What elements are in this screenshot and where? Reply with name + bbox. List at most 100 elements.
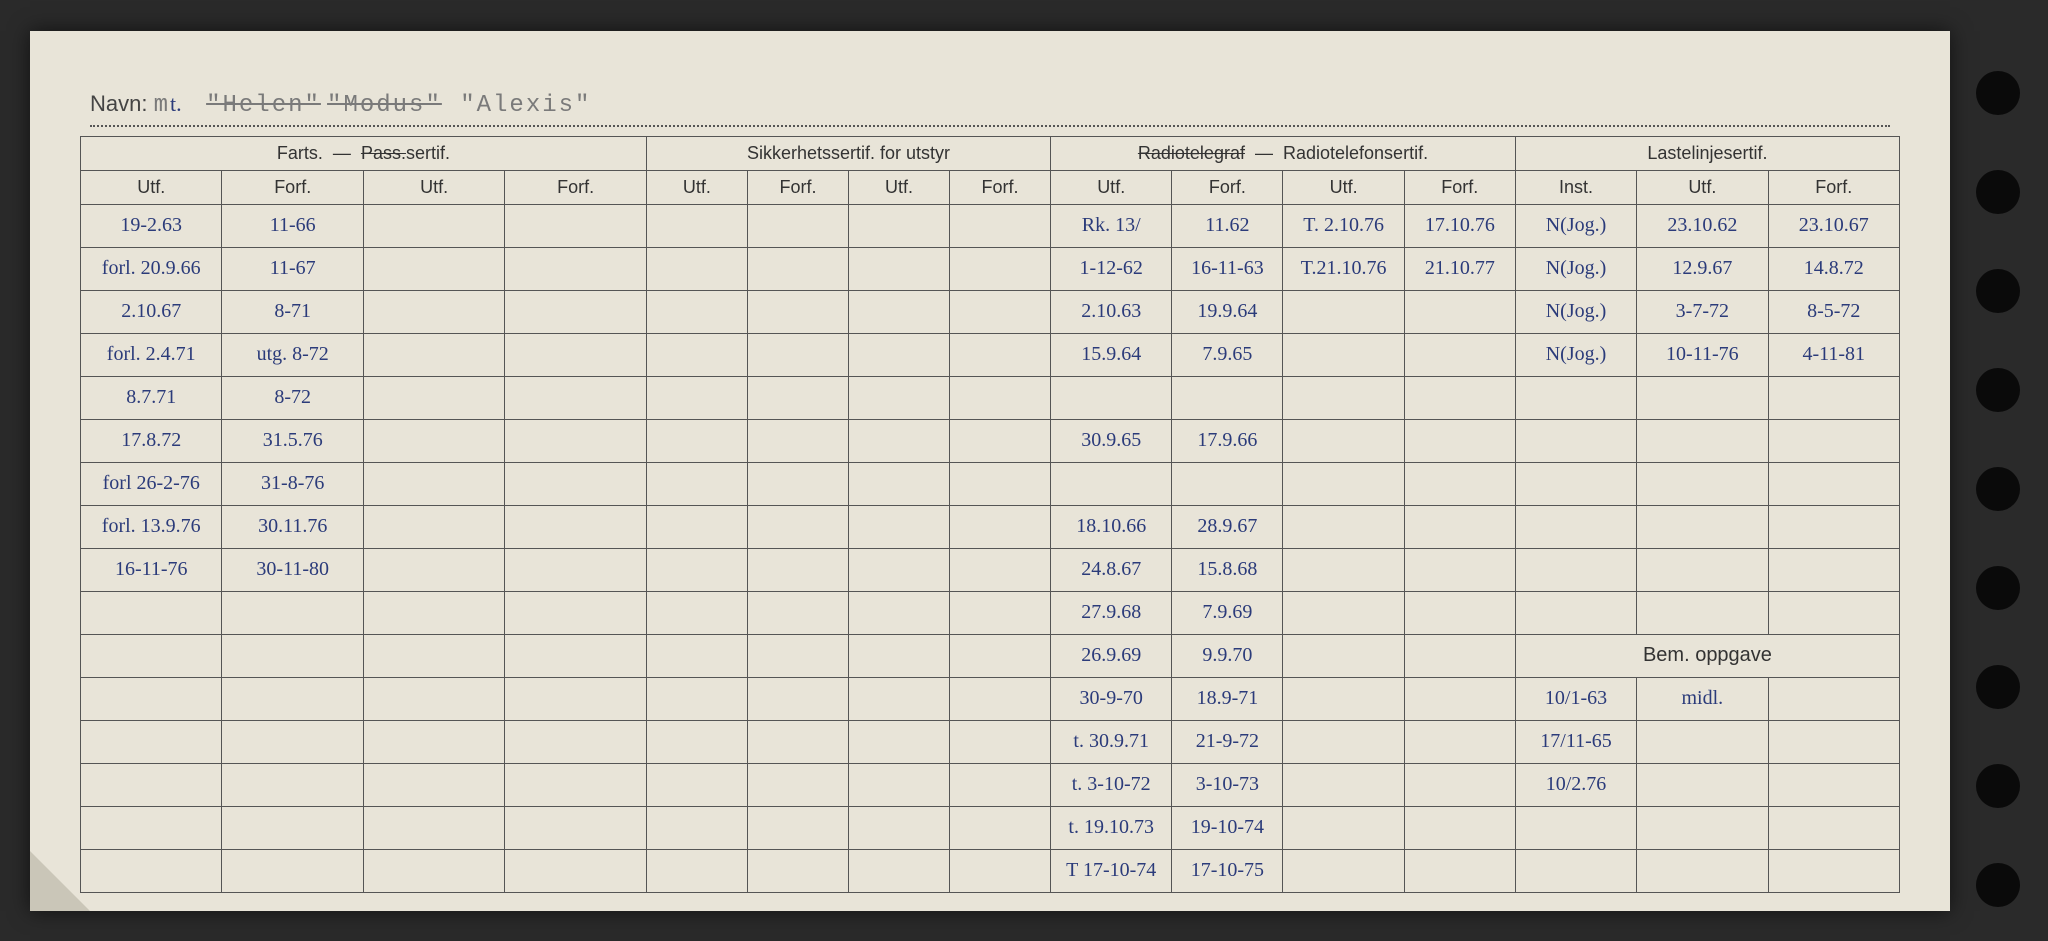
name-line: Navn: mt. "Helen" "Modus" "Alexis"	[90, 91, 1890, 127]
cell	[363, 548, 504, 591]
cell: forl. 13.9.76	[81, 505, 222, 548]
header-farts: Farts. — Pass.sertif.	[81, 136, 647, 170]
cell: T.21.10.76	[1283, 247, 1404, 290]
hole-icon	[1976, 764, 2020, 808]
cell	[1637, 505, 1768, 548]
cell	[505, 204, 646, 247]
cell	[646, 677, 747, 720]
cell	[1404, 462, 1515, 505]
cell	[222, 849, 363, 892]
cell	[1404, 333, 1515, 376]
cell	[1283, 290, 1404, 333]
cell	[848, 247, 949, 290]
cell	[747, 376, 848, 419]
cell	[505, 462, 646, 505]
cell	[1768, 505, 1900, 548]
cell: 16-11-76	[81, 548, 222, 591]
cell: t. 30.9.71	[1051, 720, 1172, 763]
cell: 18.10.66	[1051, 505, 1172, 548]
cell	[747, 763, 848, 806]
cell	[222, 763, 363, 806]
header-radio: Radiotelegraf — Radiotelefonsertif.	[1051, 136, 1516, 170]
cell	[848, 720, 949, 763]
cell	[1637, 849, 1768, 892]
cell	[950, 462, 1051, 505]
cell	[848, 849, 949, 892]
cell: N(Jog.)	[1515, 204, 1636, 247]
cell	[1515, 462, 1636, 505]
cell	[1283, 763, 1404, 806]
cell	[505, 376, 646, 419]
cell	[950, 247, 1051, 290]
cell	[222, 591, 363, 634]
cell	[222, 806, 363, 849]
cell	[950, 677, 1051, 720]
cell	[81, 677, 222, 720]
cell	[950, 419, 1051, 462]
cell	[747, 548, 848, 591]
cell	[363, 634, 504, 677]
cell	[1283, 333, 1404, 376]
table-row: 16-11-7630-11-8024.8.6715.8.68	[81, 548, 1900, 591]
cell	[950, 806, 1051, 849]
table-row: forl. 2.4.71utg. 8-7215.9.647.9.65N(Jog.…	[81, 333, 1900, 376]
cell	[646, 290, 747, 333]
cell: T 17-10-74	[1051, 849, 1172, 892]
hole-icon	[1976, 467, 2020, 511]
cell: 24.8.67	[1051, 548, 1172, 591]
navn-label: Navn:	[90, 91, 147, 116]
cell	[646, 634, 747, 677]
col-utf: Utf.	[646, 170, 747, 204]
cell	[747, 419, 848, 462]
cell	[363, 462, 504, 505]
cell: 8-5-72	[1768, 290, 1900, 333]
cell	[363, 333, 504, 376]
cell	[1515, 806, 1636, 849]
cell	[363, 376, 504, 419]
cell: 16-11-63	[1172, 247, 1283, 290]
cell	[1515, 591, 1636, 634]
cell	[363, 290, 504, 333]
cell: 2.10.67	[81, 290, 222, 333]
cell: forl. 20.9.66	[81, 247, 222, 290]
cell	[646, 720, 747, 763]
cell	[646, 462, 747, 505]
cell	[1637, 419, 1768, 462]
col-forf: Forf.	[1404, 170, 1515, 204]
cell	[505, 677, 646, 720]
typed-prefix: m	[154, 92, 170, 119]
table-row: forl. 20.9.6611-671-12-6216-11-63T.21.10…	[81, 247, 1900, 290]
cell: 1-12-62	[1051, 247, 1172, 290]
cell	[1404, 634, 1515, 677]
table-row: t. 19.10.7319-10-74	[81, 806, 1900, 849]
cell: 17.9.66	[1172, 419, 1283, 462]
cell: 30.11.76	[222, 505, 363, 548]
cell	[1768, 677, 1900, 720]
header-sikkerhet: Sikkerhetssertif. for utstyr	[646, 136, 1050, 170]
hole-icon	[1976, 269, 2020, 313]
cell	[747, 591, 848, 634]
cell	[848, 677, 949, 720]
cell	[646, 548, 747, 591]
cell: 12.9.67	[1637, 247, 1768, 290]
radiotelegraf-struck: Radiotelegraf	[1138, 143, 1245, 163]
cell	[646, 333, 747, 376]
cell	[1283, 462, 1404, 505]
cell: 23.10.62	[1637, 204, 1768, 247]
cell	[848, 204, 949, 247]
cell	[1404, 806, 1515, 849]
cell: t. 19.10.73	[1051, 806, 1172, 849]
cell: 17/11-65	[1515, 720, 1636, 763]
cell	[1768, 376, 1900, 419]
cell	[1404, 376, 1515, 419]
cell	[1637, 376, 1768, 419]
table-row: t. 3-10-723-10-7310/2.76	[81, 763, 1900, 806]
cell: 15.8.68	[1172, 548, 1283, 591]
cell	[1283, 849, 1404, 892]
cell	[950, 376, 1051, 419]
cell: 19-2.63	[81, 204, 222, 247]
cell	[222, 720, 363, 763]
col-forf: Forf.	[1172, 170, 1283, 204]
col-forf: Forf.	[950, 170, 1051, 204]
table-row: T 17-10-7417-10-75	[81, 849, 1900, 892]
